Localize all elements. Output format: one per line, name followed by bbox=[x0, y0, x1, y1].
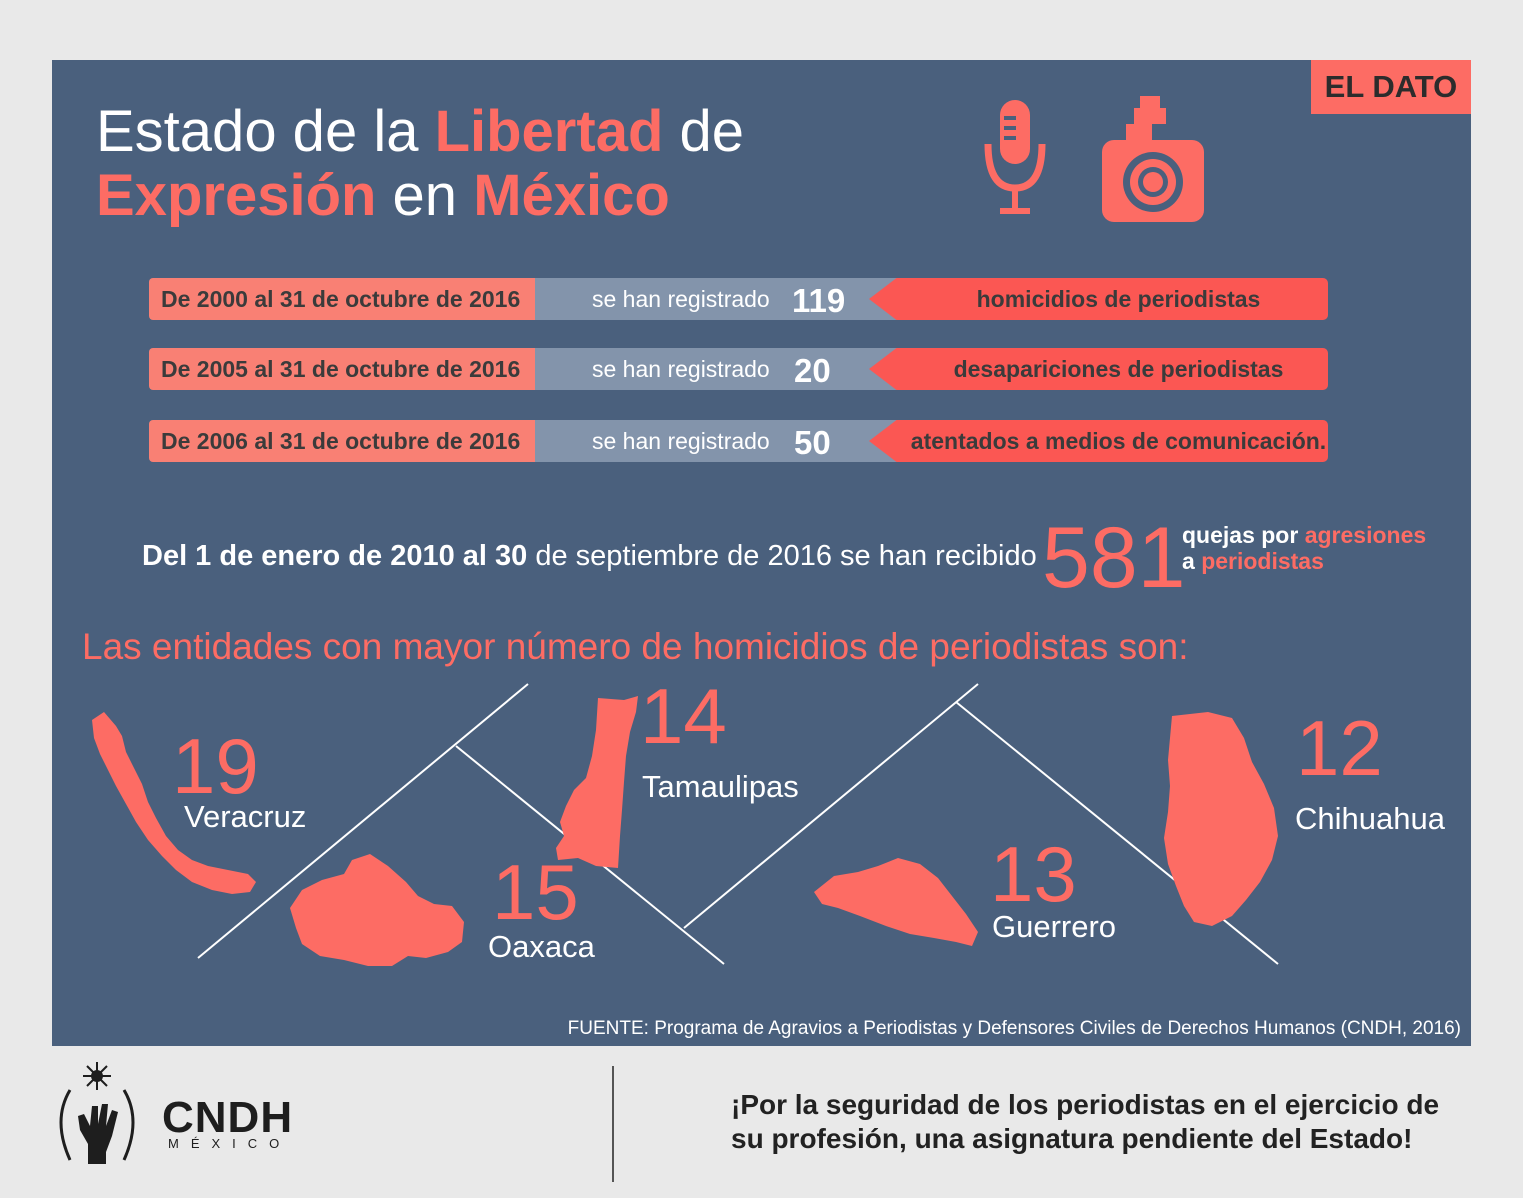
stat-category: desapariciones de periodistas bbox=[869, 348, 1328, 390]
org-name: CNDH bbox=[162, 1093, 294, 1142]
stat-number: 119 bbox=[792, 282, 846, 319]
veracruz-count: 19 bbox=[172, 722, 259, 810]
stat-row-homicidios: De 2000 al 31 de octubre de 2016 se han … bbox=[149, 278, 1328, 320]
page-title: Estado de la Libertad de Expresión en Mé… bbox=[96, 100, 744, 228]
stat-row-atentados: De 2006 al 31 de octubre de 2016 se han … bbox=[149, 420, 1328, 462]
laurel-icon bbox=[59, 1089, 135, 1161]
tamaulipas-count: 14 bbox=[640, 672, 727, 760]
title-part: Estado de la bbox=[96, 99, 435, 164]
cndh-logo bbox=[48, 1060, 158, 1177]
org-country: MÉXICO bbox=[168, 1136, 292, 1151]
chihuahua-label: Chihuahua bbox=[1295, 801, 1445, 836]
registered-label: se han registrado bbox=[592, 356, 770, 382]
complaints-period: Del 1 de enero de 2010 al 30 bbox=[142, 540, 528, 572]
complaints-text: Del 1 de enero de 2010 al 30 de septiemb… bbox=[142, 540, 1037, 573]
complaints-label-highlight: periodistas bbox=[1201, 548, 1324, 574]
stat-number: 20 bbox=[794, 352, 831, 389]
chihuahua-count: 12 bbox=[1296, 704, 1383, 792]
guerrero-label: Guerrero bbox=[992, 909, 1117, 944]
media-icons bbox=[974, 94, 1214, 229]
registered-label: se han registrado bbox=[592, 286, 770, 312]
stat-number: 50 bbox=[794, 424, 831, 461]
mid-band bbox=[535, 348, 915, 390]
states-graphic bbox=[92, 683, 1279, 966]
states-heading: Las entidades con mayor número de homici… bbox=[82, 626, 1189, 667]
stat-row-desapariciones: De 2005 al 31 de octubre de 2016 se han … bbox=[149, 348, 1328, 390]
stat-category: homicidios de periodistas bbox=[869, 278, 1328, 320]
hand-icon bbox=[78, 1104, 118, 1164]
period-label: De 2005 al 31 de octubre de 2016 bbox=[149, 348, 569, 390]
slogan-line-2: su profesión, una asignatura pendiente d… bbox=[731, 1123, 1413, 1154]
el-dato-badge: EL DATO bbox=[1311, 60, 1471, 114]
slogan-line-1: ¡Por la seguridad de los periodistas en … bbox=[731, 1089, 1440, 1120]
oaxaca-label: Oaxaca bbox=[488, 929, 595, 964]
source-note: FUENTE: Programa de Agravios a Periodist… bbox=[567, 1018, 1461, 1039]
complaints-label-part: quejas por bbox=[1182, 522, 1305, 548]
veracruz-label: Veracruz bbox=[184, 799, 307, 834]
registered-label: se han registrado bbox=[592, 428, 770, 454]
title-part: en bbox=[376, 163, 474, 228]
tamaulipas-label: Tamaulipas bbox=[642, 769, 799, 804]
title-highlight: Libertad bbox=[434, 99, 664, 164]
complaints-label: quejas por agresiones a periodistas bbox=[1182, 522, 1426, 574]
title-part: de bbox=[663, 99, 745, 164]
complaints-stat: Del 1 de enero de 2010 al 30 de septiemb… bbox=[142, 510, 1462, 606]
period-label: De 2006 al 31 de octubre de 2016 bbox=[149, 420, 569, 462]
footer-divider bbox=[612, 1066, 614, 1182]
guerrero-map-icon bbox=[814, 858, 978, 946]
complaints-label-part: a bbox=[1182, 548, 1202, 574]
complaints-label-highlight: agresiones bbox=[1304, 522, 1427, 548]
tamaulipas-map-icon bbox=[556, 696, 638, 868]
oaxaca-map-icon bbox=[290, 854, 464, 966]
mid-band bbox=[535, 420, 915, 462]
complaints-number: 581 bbox=[1042, 510, 1186, 606]
title-highlight: México bbox=[473, 163, 670, 228]
chihuahua-map-icon bbox=[1164, 712, 1278, 926]
complaints-period-rest: de septiembre de 2016 se han recibido bbox=[527, 540, 1037, 572]
footer-slogan: ¡Por la seguridad de los periodistas en … bbox=[731, 1088, 1439, 1156]
infographic-panel: EL DATO Estado de la Libertad de Expresi… bbox=[52, 60, 1471, 1046]
stat-category: atentados a medios de comunicación. bbox=[869, 420, 1328, 462]
mid-band bbox=[535, 278, 915, 320]
veracruz-map-icon bbox=[92, 712, 256, 894]
period-label: De 2000 al 31 de octubre de 2016 bbox=[149, 278, 569, 320]
guerrero-count: 13 bbox=[990, 830, 1077, 918]
title-highlight: Expresión bbox=[96, 163, 377, 228]
sun-emblem-icon bbox=[83, 1062, 111, 1090]
microphone-icon bbox=[984, 100, 1046, 214]
oaxaca-count: 15 bbox=[492, 848, 579, 936]
camera-icon bbox=[1102, 96, 1204, 222]
